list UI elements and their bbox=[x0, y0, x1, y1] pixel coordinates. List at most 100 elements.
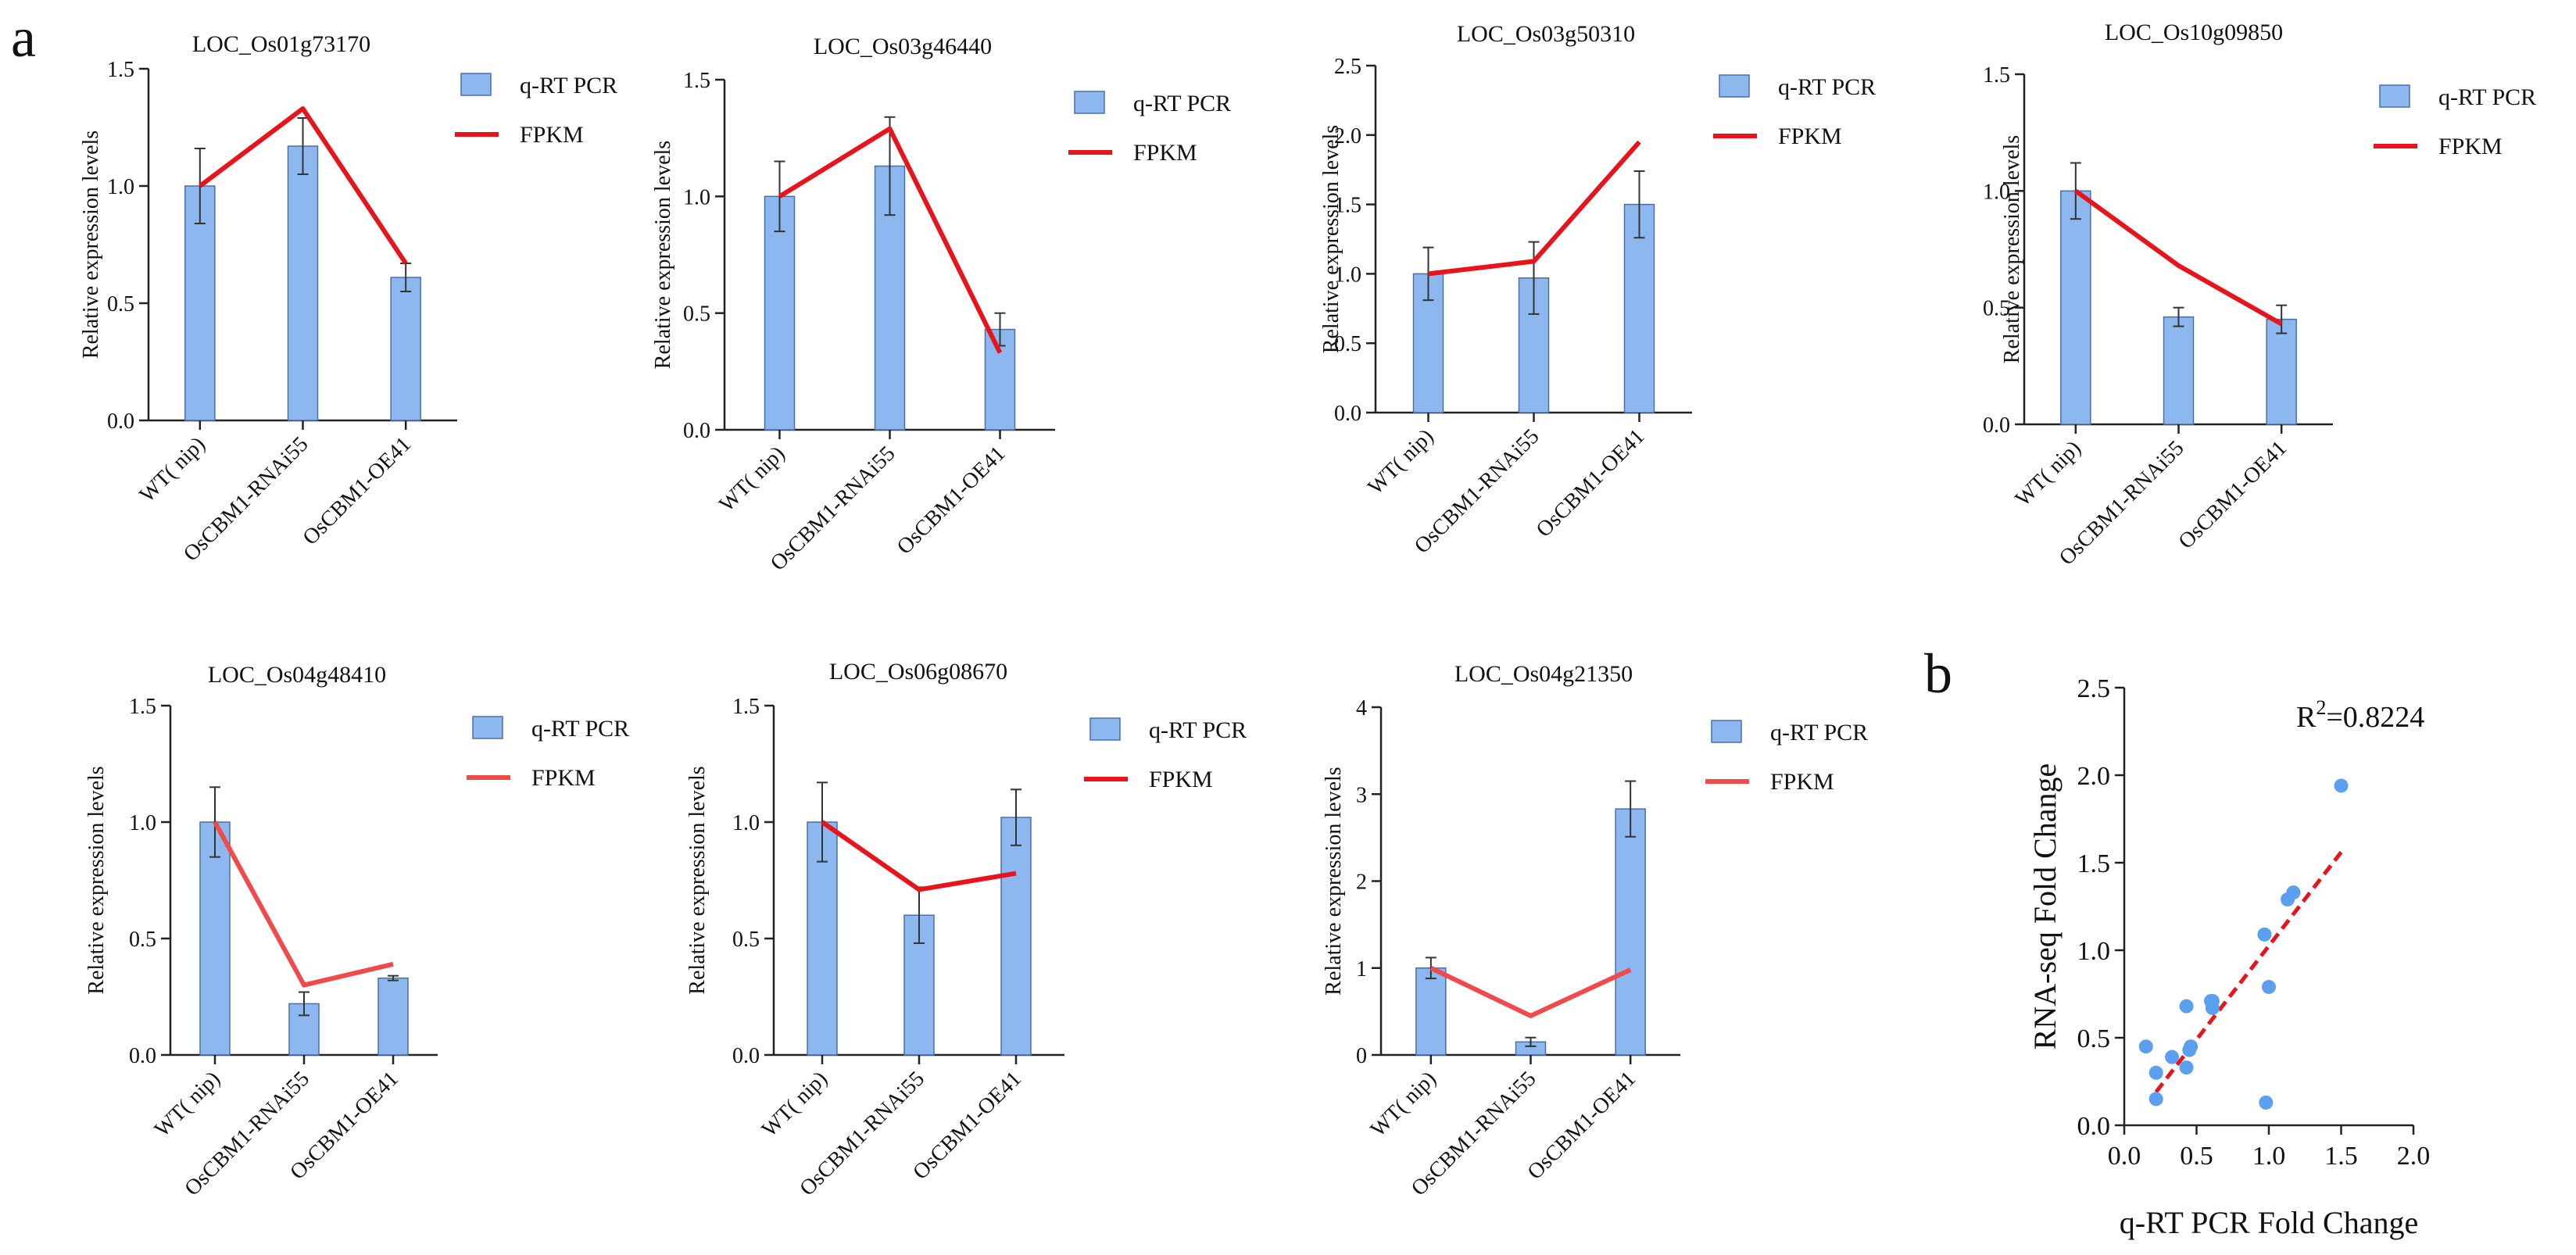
y-tick-label: 0.0 bbox=[129, 1044, 156, 1068]
y-axis-label: Relative expression levels bbox=[1319, 125, 1343, 353]
chart-5: LOC_Os04g48410 Relative expression levels… bbox=[84, 662, 629, 1201]
legend-bar-label: q-RT PCR bbox=[1133, 91, 1231, 116]
bar-qrtpcr bbox=[2266, 318, 2297, 425]
panel-label-b: b bbox=[1924, 642, 1952, 705]
y-tick-label: 1.0 bbox=[732, 811, 760, 835]
y-tick-label: 0.5 bbox=[129, 928, 156, 952]
fpkm-line bbox=[1429, 966, 1632, 1018]
scatter-point bbox=[2259, 1095, 2274, 1110]
y-tick-label: 3 bbox=[1356, 783, 1367, 807]
scatter-point bbox=[2148, 1092, 2163, 1107]
legend-bar-swatch bbox=[1074, 91, 1105, 114]
legend-line-label: FPKM bbox=[531, 765, 596, 791]
fpkm-line bbox=[1428, 140, 1641, 277]
y-tick-label: 0.0 bbox=[107, 409, 134, 434]
x-tick-label: WT( nip) bbox=[714, 442, 789, 517]
scatter-point bbox=[2184, 1039, 2199, 1054]
y-tick-label: 1.5 bbox=[107, 58, 134, 82]
y-tick-label: 1.5 bbox=[129, 695, 156, 719]
chart-title: LOC_Os04g21350 bbox=[1454, 661, 1633, 687]
y-tick-label: 4 bbox=[1356, 696, 1367, 720]
x-tick-label: OsCBM1-OE41 bbox=[1532, 424, 1650, 542]
x-tick-label: OsCBM1-OE41 bbox=[1522, 1067, 1640, 1185]
x-tick-label: 1.5 bbox=[2324, 1142, 2358, 1171]
y-axis-label: Relative expression levels bbox=[79, 131, 103, 359]
scatter-point bbox=[2138, 1039, 2153, 1054]
legend-bar-label: q-RT PCR bbox=[1770, 720, 1868, 745]
r2-prefix: R bbox=[2296, 701, 2317, 734]
legend-bar-label: q-RT PCR bbox=[531, 716, 629, 742]
y-tick-label: 2 bbox=[1356, 871, 1367, 895]
x-tick-label: OsCBM1-OE41 bbox=[893, 442, 1011, 560]
legend-line-label: FPKM bbox=[520, 122, 584, 148]
fpkm-line bbox=[213, 821, 394, 988]
y-tick-label: 1.5 bbox=[1334, 194, 1361, 218]
scatter-point bbox=[2262, 980, 2276, 995]
scatter-chart: 0.0 0.5 1.0 1.5 2.0 2.5 0.0 0.5 1.0 1.5 2.0 q-RT PC… bbox=[2027, 674, 2430, 1240]
y-tick-label: 2.5 bbox=[2077, 674, 2111, 703]
bar-qrtpcr bbox=[2060, 190, 2091, 425]
scatter-point bbox=[2281, 892, 2295, 907]
legend-bar-swatch bbox=[1711, 720, 1742, 743]
y-tick-label: 0.0 bbox=[1983, 413, 2010, 438]
scatter-point bbox=[2334, 778, 2349, 793]
trendline bbox=[2154, 851, 2343, 1093]
bar-qrtpcr bbox=[1415, 967, 1447, 1056]
y-tick-label: 1.0 bbox=[2077, 937, 2111, 966]
y-tick-label: 1.5 bbox=[683, 69, 710, 93]
legend-line-label: FPKM bbox=[1149, 767, 1213, 792]
chart-6: LOC_Os06g08670 Relative expression levels… bbox=[685, 659, 1247, 1201]
legend-bar-label: q-RT PCR bbox=[1149, 717, 1247, 743]
scatter-point bbox=[2165, 1049, 2180, 1064]
charts-group: LOC_Os01g73170 Relative expression levels… bbox=[79, 20, 2536, 1240]
x-tick-label: WT( nip) bbox=[1363, 424, 1438, 499]
y-tick-label: 0.0 bbox=[1334, 402, 1361, 426]
y-tick-label: 0 bbox=[1356, 1044, 1367, 1068]
legend-bar-swatch bbox=[2379, 84, 2410, 108]
y-tick-label: 1.0 bbox=[1334, 263, 1361, 287]
x-tick-label: 2.0 bbox=[2397, 1142, 2431, 1171]
panel-label-a: a bbox=[11, 6, 36, 69]
y-tick-label: 1.0 bbox=[1983, 180, 2010, 204]
y-tick-label: 1.0 bbox=[683, 185, 710, 209]
bar-qrtpcr bbox=[2163, 316, 2195, 425]
y-tick-label: 0.0 bbox=[732, 1044, 760, 1068]
y-tick-label: 0.5 bbox=[107, 292, 134, 316]
y-axis-label: Relative expression levels bbox=[84, 766, 109, 994]
scatter-point bbox=[2204, 993, 2218, 1008]
legend-bar-label: q-RT PCR bbox=[1778, 74, 1876, 100]
legend-line-label: FPKM bbox=[2438, 134, 2503, 159]
chart-4: LOC_Os10g09850 Relative expression levels… bbox=[1983, 20, 2536, 570]
y-tick-label: 0.5 bbox=[732, 928, 760, 952]
legend-line-label: FPKM bbox=[1778, 123, 1842, 149]
legend-bar-swatch bbox=[1089, 717, 1121, 741]
chart-title: LOC_Os04g48410 bbox=[208, 662, 386, 688]
x-tick-label: 0.0 bbox=[2108, 1142, 2141, 1171]
chart-2: LOC_Os03g46440 Relative expression levels… bbox=[651, 34, 1231, 576]
fpkm-line bbox=[199, 106, 408, 265]
chart-title: LOC_Os03g50310 bbox=[1457, 21, 1635, 47]
x-tick-label: 0.5 bbox=[2180, 1142, 2213, 1171]
chart-title: LOC_Os06g08670 bbox=[829, 659, 1007, 685]
r2-value: =0.8224 bbox=[2326, 701, 2424, 734]
scatter-point bbox=[2257, 927, 2272, 942]
y-tick-label: 2.0 bbox=[2077, 762, 2111, 791]
bar-qrtpcr bbox=[1623, 203, 1655, 413]
chart-title: LOC_Os01g73170 bbox=[192, 31, 370, 57]
y-axis-label: Relative expression levels bbox=[685, 766, 710, 994]
bar-qrtpcr bbox=[1615, 808, 1646, 1056]
y-axis-label: Relative expression levels bbox=[2000, 135, 2024, 363]
y-tick-label: 2.0 bbox=[1334, 124, 1361, 148]
scatter-point bbox=[2148, 1065, 2163, 1080]
bar-qrtpcr bbox=[377, 977, 409, 1056]
y-tick-label: 0.5 bbox=[1334, 332, 1361, 356]
bar-qrtpcr bbox=[287, 145, 319, 421]
y-tick-label: 1.5 bbox=[1983, 63, 2010, 88]
y-tick-label: 0.0 bbox=[683, 419, 710, 443]
legend-bar-label: q-RT PCR bbox=[520, 73, 617, 98]
bar-qrtpcr bbox=[390, 277, 421, 421]
x-axis-label: q-RT PCR Fold Change bbox=[2120, 1205, 2418, 1240]
x-tick-label: WT( nip) bbox=[150, 1067, 225, 1142]
chart-title: LOC_Os10g09850 bbox=[2105, 20, 2283, 45]
y-tick-label: 1.0 bbox=[107, 175, 134, 199]
